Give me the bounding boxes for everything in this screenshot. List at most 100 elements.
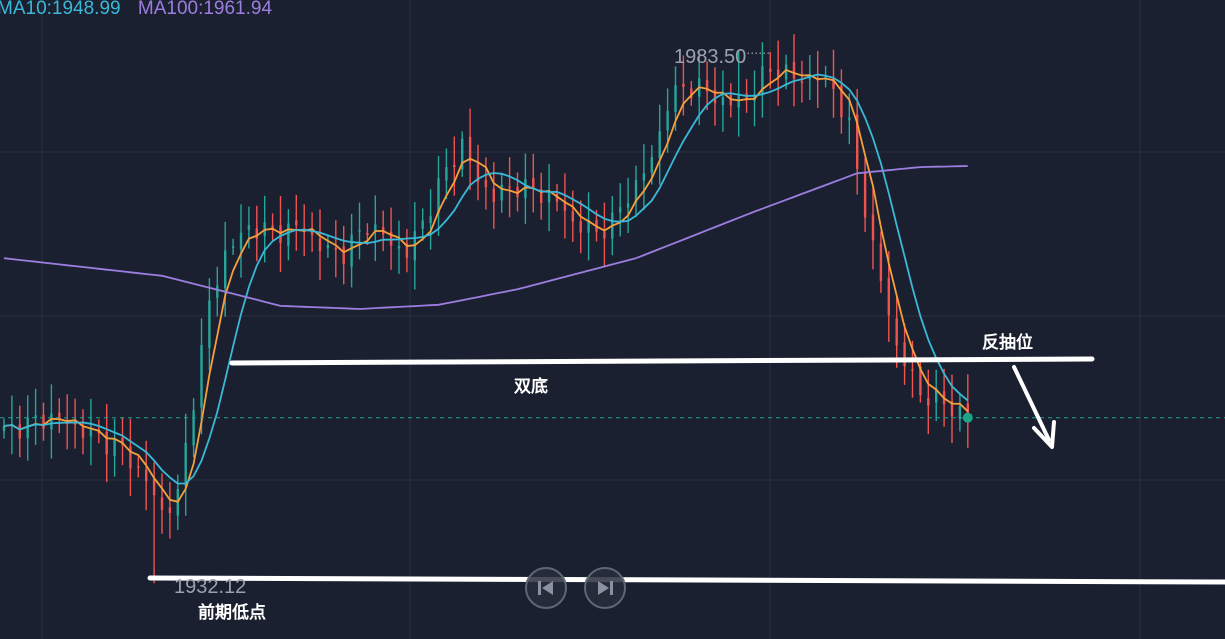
current-price-dot [962,412,973,423]
candle-body [318,238,322,252]
candle-body [927,398,930,406]
candle-body [879,243,883,281]
prev-button[interactable] [525,567,567,609]
candle-body [350,234,353,267]
candle-body [903,342,906,367]
candle-body [887,277,890,316]
candle-body [374,224,377,233]
candle-body [737,95,740,108]
candle-body [429,215,432,223]
pullback-label: 反抽位 [982,333,1033,353]
candle-body [34,415,37,419]
candle-body [666,110,669,131]
double-bottom-label: 双底 [514,377,548,397]
candle-body [389,231,393,246]
skip-forward-icon [598,581,613,595]
candle-body [334,247,337,250]
candle-body [682,83,685,88]
candle-body [516,186,519,198]
candle-body [461,138,464,170]
candle-body [2,426,6,432]
candle-body [674,85,677,113]
arrow-head [1032,420,1056,449]
candle-body [863,172,867,218]
candle-body [784,64,788,80]
candle-body [310,228,314,236]
arrow-shaft [1012,365,1051,442]
candle-body [247,225,251,230]
candle-body [848,117,851,121]
candle-body [137,466,140,468]
candle-body [871,214,875,241]
candle-body [777,69,780,77]
next-button[interactable] [584,567,626,609]
candle-body [231,246,235,248]
ma-legend: MA10:1948.99 MA100:1961.94 [0,0,284,20]
candle-body [792,61,796,79]
candle-body [769,68,772,72]
candle-body [532,177,535,189]
candle-body [603,231,606,239]
legend-ma10: MA10:1948.99 [0,0,121,19]
candle-body [642,173,646,181]
candle-body [468,136,472,162]
candle-body [958,406,962,420]
candle-body [184,442,187,487]
skip-back-icon [538,581,553,595]
candle-body [358,230,361,232]
ma100-line [3,165,968,310]
candle-body [326,244,330,249]
candle-body [160,497,164,510]
candle-body [587,219,590,233]
candle-body [729,95,732,106]
candle-body [547,193,551,203]
candle-body [152,478,156,496]
candle-body [476,163,480,182]
candle-body [121,437,124,445]
candle-body [89,427,93,437]
candle-body [342,246,345,264]
candle-body [105,431,108,455]
candle-body [208,300,211,348]
candle-body [619,207,622,213]
candle-body [721,97,725,106]
high-price-label: 1983.50⋯⋯ [674,46,771,68]
candle-body [808,75,811,80]
candle-body [26,417,29,439]
candle-body [658,131,661,158]
candle-body [713,89,717,104]
candle-body [626,203,630,208]
moving-average-lines [3,68,969,503]
candle-body [453,164,456,168]
candle-body [200,345,203,408]
candle-body [919,366,922,396]
candle-body [73,422,77,425]
candle-body [168,507,172,514]
candle-body [255,228,258,239]
candle-body [492,188,495,203]
ma5-line [3,68,969,503]
candle-body [405,243,409,258]
candle-body [437,178,440,214]
candle-body [113,439,116,457]
candle-body [421,220,424,229]
candlesticks [2,34,969,584]
candle-body [295,220,298,226]
candle-body [18,424,21,439]
annotation-overlay [0,356,1225,585]
candle-body [761,66,764,94]
candle-body [840,85,843,118]
candle-body [145,469,148,482]
candle-body [540,189,543,204]
candle-body [524,178,527,199]
candle-body [563,200,567,211]
candle-body [950,401,954,417]
candle-body [911,369,914,371]
candle-body [366,233,369,236]
candle-body [579,221,582,233]
candle-body [935,388,938,403]
candle-body [484,179,488,188]
candle-body [216,285,219,298]
